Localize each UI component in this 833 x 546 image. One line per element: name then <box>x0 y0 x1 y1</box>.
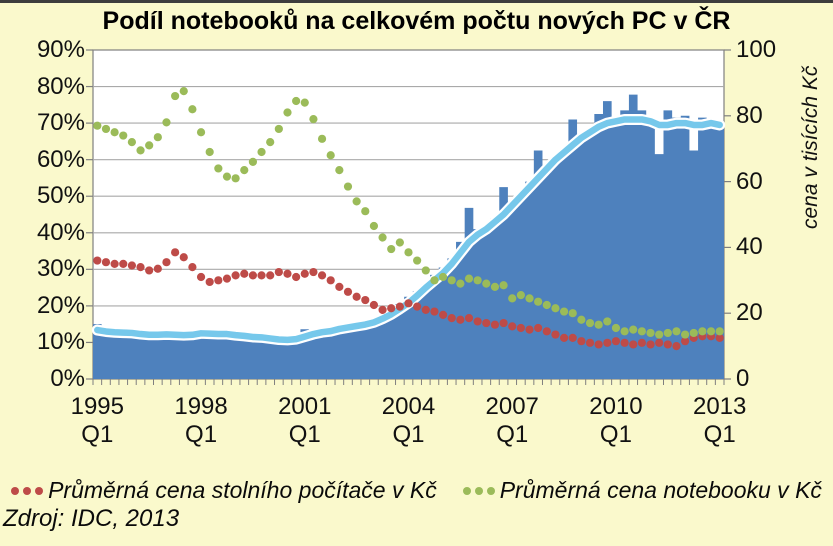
x-axis-tick-label: 1998 Q1 <box>156 393 246 450</box>
left-axis-tick-label: 50% <box>36 182 85 210</box>
legend-marker-dot-icon <box>11 486 20 495</box>
x-tick-year: 2007 <box>485 393 539 420</box>
notebook-price-dots <box>93 87 724 339</box>
x-tick-quarter: Q1 <box>496 421 529 449</box>
legend-marker-dot-icon <box>474 486 483 495</box>
left-axis-tick-label: 0% <box>50 365 85 392</box>
x-axis-tick-label: 2007 Q1 <box>467 393 557 450</box>
x-tick-quarter: Q1 <box>81 421 114 449</box>
x-axis-tick-label: 2013 Q1 <box>675 393 765 450</box>
legend-marker-dot-icon <box>462 486 471 495</box>
left-axis-tick-label: 10% <box>36 328 85 356</box>
right-axis-ticks <box>724 49 731 380</box>
legend-label: Průměrná cena stolního počítače v Kč <box>48 477 437 503</box>
left-axis-tick-label: 20% <box>36 291 85 319</box>
legend-item-notebook-price: Průměrná cena notebooku v Kč <box>462 477 822 504</box>
right-axis-title: cena v tisících Kč <box>799 65 822 229</box>
left-axis-tick-label: 30% <box>36 255 85 283</box>
chart-title: Podíl notebooků na celkovém počtu nových… <box>102 7 731 35</box>
x-tick-quarter: Q1 <box>599 421 632 449</box>
x-axis-tick-label: 2001 Q1 <box>260 393 350 450</box>
legend-marker-dot-icon <box>35 486 44 495</box>
plot-area-svg <box>86 49 731 385</box>
right-axis-tick-label: 60 <box>736 167 763 195</box>
x-tick-year: 2010 <box>589 393 643 420</box>
legend-marker-dots <box>11 486 44 495</box>
right-axis-tick-label: 80 <box>736 101 763 129</box>
x-tick-year: 1998 <box>174 393 228 420</box>
x-tick-quarter: Q1 <box>185 421 218 449</box>
x-axis-tick-label: 2004 Q1 <box>364 393 454 450</box>
left-axis-ticks <box>86 49 93 380</box>
source-note: Zdroj: IDC, 2013 <box>3 505 180 532</box>
x-tick-year: 2013 <box>692 393 747 420</box>
x-tick-quarter: Q1 <box>392 421 425 449</box>
legend-item-desktop-price: Průměrná cena stolního počítače v Kč <box>11 477 437 504</box>
x-tick-quarter: Q1 <box>703 421 736 449</box>
x-axis-tick-label: 2010 Q1 <box>571 393 661 450</box>
legend-marker-dots <box>462 486 495 495</box>
left-axis-tick-label: 70% <box>36 109 85 137</box>
right-axis-tick-label: 100 <box>736 36 777 63</box>
notebook-share-bars <box>93 94 724 379</box>
x-axis-tick-label: 1995 Q1 <box>52 393 142 450</box>
legend-marker-dot-icon <box>23 486 32 495</box>
x-tick-year: 2004 <box>381 393 436 420</box>
left-axis-tick-label: 90% <box>36 36 85 63</box>
x-tick-year: 2001 <box>278 393 332 420</box>
left-axis-tick-label: 40% <box>36 218 85 246</box>
left-axis-tick-label: 60% <box>36 145 85 173</box>
left-axis-tick-label: 80% <box>36 72 85 100</box>
legend: Průměrná cena stolního počítače v Kč Prům… <box>0 477 833 504</box>
right-axis-tick-label: 0 <box>736 365 750 392</box>
right-axis-tick-label: 20 <box>736 299 763 327</box>
legend-label: Průměrná cena notebooku v Kč <box>499 477 822 503</box>
x-tick-quarter: Q1 <box>288 421 321 449</box>
top-edge-strip <box>0 0 833 3</box>
legend-marker-dot-icon <box>486 486 495 495</box>
desktop-price-dots <box>93 248 724 351</box>
right-axis-tick-label: 40 <box>736 233 763 261</box>
x-tick-year: 1995 <box>70 393 124 420</box>
x-axis-ticks <box>92 379 725 385</box>
